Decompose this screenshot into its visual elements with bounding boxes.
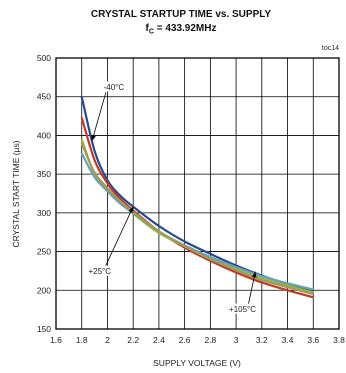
- y-tick-label: 250: [37, 247, 51, 257]
- x-tick-label: 2.4: [153, 335, 165, 345]
- x-axis-label: SUPPLY VOLTAGE (V): [153, 358, 241, 368]
- y-tick-label: 300: [37, 208, 51, 218]
- x-tick-label: 3.4: [282, 335, 294, 345]
- annotation-group: -40°C +25°C +105°C: [86, 81, 259, 314]
- chart-subtitle-sub: C: [149, 29, 154, 36]
- chart-subtitle: fC = 433.92MHz: [146, 23, 217, 36]
- x-tick-label: 3.2: [256, 335, 268, 345]
- figure-id: toc14: [322, 45, 339, 52]
- series-line-3: [80, 138, 314, 294]
- x-tick-label: 3: [234, 335, 239, 345]
- series-line-plus25c: [80, 152, 314, 291]
- y-tick-label: 500: [37, 53, 51, 63]
- chart-subtitle-rest: = 433.92MHz: [154, 23, 217, 34]
- x-tick-label: 2: [105, 335, 110, 345]
- x-tick-label: 3.6: [307, 335, 319, 345]
- annotation-plus105c-arrow-head: [251, 271, 257, 278]
- x-tick-label: 2.6: [179, 335, 191, 345]
- y-tick-label: 150: [37, 324, 51, 334]
- annotation-minus40c-arrow-line: [91, 92, 107, 141]
- y-axis-label: CRYSTAL START TIME (µs): [11, 140, 21, 247]
- annotation-minus40c-arrow-head: [91, 134, 96, 141]
- chart-subtitle-prefix: f: [146, 23, 150, 34]
- annotation-minus40c-box: [100, 81, 128, 92]
- x-tick-label: 2.2: [127, 335, 139, 345]
- x-tick-label: 2.8: [204, 335, 216, 345]
- chart-title: CRYSTAL STARTUP TIME vs. SUPPLY: [91, 9, 272, 20]
- annotation-plus25c-label: +25°C: [88, 267, 111, 276]
- annotation-minus40c-label: -40°C: [104, 83, 125, 92]
- series-group: [80, 96, 314, 299]
- x-tick-label: 1.6: [50, 335, 62, 345]
- annotation-plus25c-box: [86, 265, 114, 276]
- x-tick-label: 1.8: [76, 335, 88, 345]
- series-line-2: [80, 117, 314, 299]
- annotation-plus105c-label: +105°C: [229, 305, 256, 314]
- y-tick-label: 400: [37, 130, 51, 140]
- tick-labels: 1.6 1.8 2 2.2 2.4 2.6 2.8 3 3.2 3.4 3.6 3.8 150 200 25…: [37, 53, 345, 345]
- x-tick-label: 3.8: [333, 335, 345, 345]
- y-tick-label: 350: [37, 169, 51, 179]
- series-line-plus105c: [80, 142, 314, 296]
- annotation-plus25c-arrow-head: [128, 206, 134, 213]
- plot-frame: [55, 57, 340, 330]
- y-tick-label: 200: [37, 285, 51, 295]
- y-tick-label: 450: [37, 92, 51, 102]
- annotation-plus25c-arrow-line: [105, 206, 134, 266]
- annotation-plus105c-box: [226, 303, 259, 314]
